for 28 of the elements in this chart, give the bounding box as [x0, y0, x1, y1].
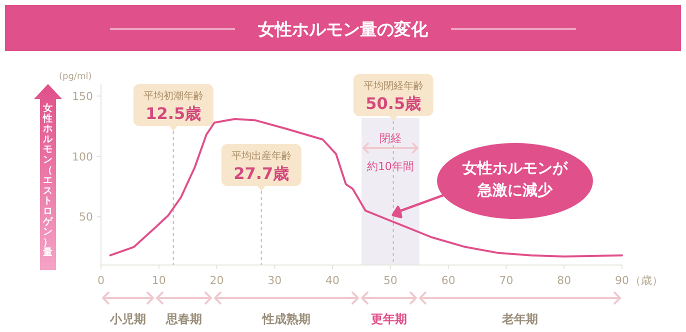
- x-tick-label: 0: [98, 274, 104, 287]
- x-axis-title: （歳）: [630, 274, 663, 287]
- x-tick-label: 70: [499, 274, 514, 287]
- x-tick-label: 20: [210, 274, 224, 287]
- band-label: 閉経: [379, 132, 402, 145]
- x-tick-label: 10: [152, 274, 166, 287]
- ref-line-label: 平均出産年齢 27.7歳: [231, 150, 292, 183]
- x-tick-label: 80: [557, 274, 572, 287]
- ref-line-label: 平均閉経年齢 50.5歳: [363, 80, 424, 113]
- annotation: 女性ホルモンが急激に減少: [462, 158, 569, 201]
- y-tick-label: 150: [72, 90, 93, 104]
- text: 老年期: [501, 312, 538, 326]
- x-tick-label: 60: [441, 274, 456, 287]
- annotation: 約10年間: [366, 160, 414, 173]
- x-tick-label: 90: [615, 274, 629, 287]
- text: 女性ホルモン（エストロゲン）量: [43, 103, 53, 258]
- x-tick-label: 50: [383, 274, 398, 287]
- text: (pg/ml): [59, 72, 92, 82]
- text: 更年期: [371, 312, 407, 326]
- chart-title: 女性ホルモン量の変化: [257, 20, 429, 40]
- text: 小児期: [109, 312, 146, 326]
- ref-line-label: 平均初潮年齢 12.5歳: [143, 90, 204, 123]
- text: 性成熟期: [262, 312, 310, 326]
- text: 思春期: [165, 312, 202, 326]
- y-tick-label: 100: [72, 150, 93, 164]
- x-tick-label: 40: [326, 274, 340, 287]
- x-tick-label: 30: [268, 274, 282, 287]
- y-tick-label: 50: [79, 210, 93, 224]
